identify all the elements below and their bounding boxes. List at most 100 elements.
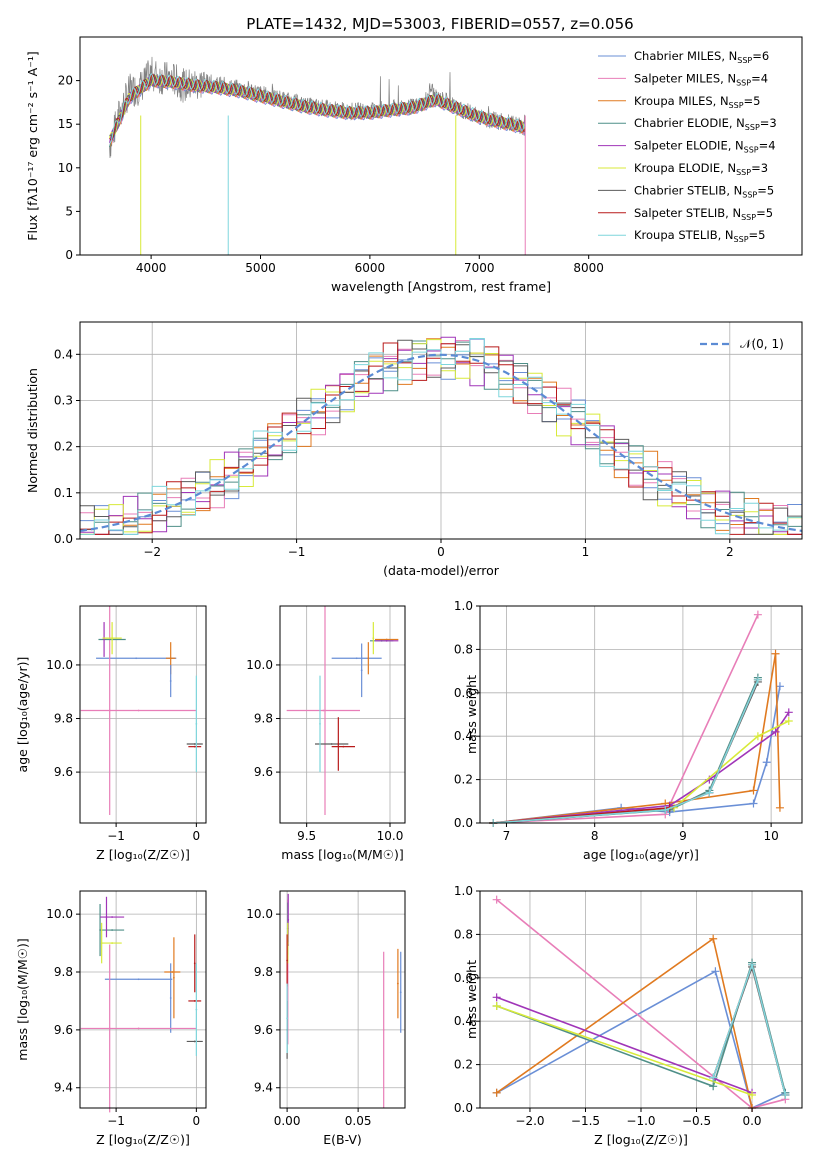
y-axis-label: Flux [fλ10⁻¹⁷ erg cm⁻² s⁻¹ A⁻¹] xyxy=(25,51,40,240)
point-kroupa_stelib xyxy=(195,722,198,725)
point-kroupa_stelib xyxy=(195,1008,198,1011)
y-tick-label: 1.0 xyxy=(454,599,473,613)
point-salpeter_elodie xyxy=(385,639,388,642)
spectrum-group xyxy=(109,56,526,255)
y-tick-label: 0.2 xyxy=(54,440,73,454)
x-tick-label: 9.5 xyxy=(297,829,316,843)
y-tick-label: 0.4 xyxy=(54,347,73,361)
point-chabrier_miles xyxy=(360,669,363,672)
marker-kroupa_elodie xyxy=(748,1090,757,1099)
marker-kroupa_miles xyxy=(775,803,784,812)
y-axis-label: mass weight xyxy=(464,960,479,1039)
y-tick-label: 0.6 xyxy=(454,686,473,700)
y-tick-label: 0 xyxy=(65,248,73,262)
x-tick-label: −1.5 xyxy=(571,1114,600,1128)
plot-frame xyxy=(479,605,803,824)
y-tick-label: 15 xyxy=(58,117,73,131)
x-tick-label: 5000 xyxy=(245,261,276,275)
x-axis-label: E(B-V) xyxy=(323,1132,362,1147)
y-tick-label: 20 xyxy=(58,74,73,88)
legend-label-chabrier_stelib: Chabrier STELIB, NSSP=5 xyxy=(634,183,774,199)
x-axis-label: Z [log₁₀(Z/Z☉)] xyxy=(96,847,190,862)
y-axis-label: mass [log₁₀(M/M☉)] xyxy=(15,938,30,1060)
marker-chabrier_miles xyxy=(775,682,784,691)
x-tick-label: −1 xyxy=(107,1114,125,1128)
x-tick-label: 0 xyxy=(437,545,445,559)
y-tick-label: 10.0 xyxy=(246,658,273,672)
gaussian-curve xyxy=(79,353,803,532)
point-salpeter_stelib xyxy=(193,962,196,965)
x-axis-label: mass [log₁₀(M/M☉)] xyxy=(281,847,403,862)
point-kroupa_stelib xyxy=(286,1017,289,1020)
model-spectrum-salpeter_miles xyxy=(109,76,526,145)
point-salpeter_stelib xyxy=(286,959,289,962)
point-chabrier_miles xyxy=(135,657,138,660)
mass-weight-line-chabrier_stelib xyxy=(493,681,759,824)
legend-label-salpeter_miles: Salpeter MILES, NSSP=4 xyxy=(634,71,768,87)
y-tick-label: 10 xyxy=(58,161,73,175)
point-salpeter_stelib xyxy=(193,1000,196,1002)
figure-title: PLATE=1432, MJD=53003, FIBERID=0557, z=0… xyxy=(246,15,633,33)
mass-weight-line-kroupa_stelib xyxy=(493,679,759,824)
y-tick-label: 9.6 xyxy=(54,1023,73,1037)
y-tick-label: 0.0 xyxy=(454,1101,473,1115)
point-salpeter_miles xyxy=(322,709,325,712)
marker-kroupa_miles xyxy=(771,649,780,658)
legend-label-chabrier_elodie: Chabrier ELODIE, NSSP=3 xyxy=(634,116,777,132)
x-axis-label: Z [log₁₀(Z/Z☉)] xyxy=(594,1132,688,1147)
x-tick-label: 8 xyxy=(591,829,599,843)
y-tick-label: 0.4 xyxy=(454,729,473,743)
plot-frame xyxy=(79,36,803,256)
point-kroupa_elodie xyxy=(111,942,114,944)
y-tick-label: 0.0 xyxy=(454,816,473,830)
point-kroupa_miles xyxy=(172,976,175,979)
x-tick-label: 7000 xyxy=(464,261,495,275)
y-tick-label: 9.6 xyxy=(54,765,73,779)
point-salpeter_miles xyxy=(137,1027,140,1030)
point-chabrier_miles xyxy=(355,657,358,660)
point-salpeter_miles xyxy=(324,709,326,712)
mass-weight-line-kroupa_miles xyxy=(493,653,781,824)
point-salpeter_elodie xyxy=(111,916,114,918)
y-tick-label: 9.4 xyxy=(254,1081,273,1095)
marker-kroupa_miles xyxy=(749,786,758,795)
y-axis-label: Normed distribution xyxy=(25,368,40,493)
y-tick-label: 0.3 xyxy=(54,393,73,407)
point-salpeter_elodie xyxy=(105,916,108,918)
point-salpeter_stelib xyxy=(193,745,196,748)
point-salpeter_miles xyxy=(108,709,111,712)
x-tick-label: 4000 xyxy=(136,261,167,275)
x-tick-label: 0 xyxy=(193,829,201,843)
marker-salpeter_elodie xyxy=(771,727,780,736)
point-salpeter_miles xyxy=(137,709,140,712)
point-chabrier_stelib xyxy=(193,1040,196,1043)
x-tick-label: −2.0 xyxy=(515,1114,544,1128)
marker-kroupa_miles xyxy=(492,1088,501,1097)
y-tick-label: 10.0 xyxy=(46,907,73,921)
point-chabrier_miles xyxy=(169,680,172,682)
x-axis-label: age [log₁₀(age/yr)] xyxy=(583,847,699,862)
point-chabrier_stelib xyxy=(330,743,333,745)
x-axis-label: Z [log₁₀(Z/Z☉)] xyxy=(96,1132,190,1147)
legend-label-gauss: 𝒩(0, 1) xyxy=(740,337,784,351)
y-tick-label: 9.4 xyxy=(54,1081,73,1095)
x-tick-label: 10.0 xyxy=(377,829,404,843)
legend-label-chabrier_miles: Chabrier MILES, NSSP=6 xyxy=(634,49,769,65)
point-salpeter_stelib xyxy=(342,745,345,748)
marker-salpeter_miles xyxy=(492,895,501,904)
y-axis-label: age [log₁₀(age/yr)] xyxy=(15,657,30,773)
marker-kroupa_stelib xyxy=(781,1090,790,1099)
point-kroupa_miles xyxy=(367,657,370,660)
x-tick-label: 10 xyxy=(763,829,778,843)
y-axis-label: mass weight xyxy=(464,675,479,754)
y-tick-label: 9.8 xyxy=(254,965,273,979)
marker-salpeter_miles xyxy=(753,610,762,619)
plot-frame xyxy=(279,605,406,824)
x-tick-label: 2 xyxy=(726,545,734,559)
point-salpeter_elodie xyxy=(103,638,105,641)
y-tick-label: 10.0 xyxy=(246,907,273,921)
point-kroupa_elodie xyxy=(100,942,103,944)
point-chabrier_miles xyxy=(137,978,140,981)
point-chabrier_miles xyxy=(399,991,402,994)
